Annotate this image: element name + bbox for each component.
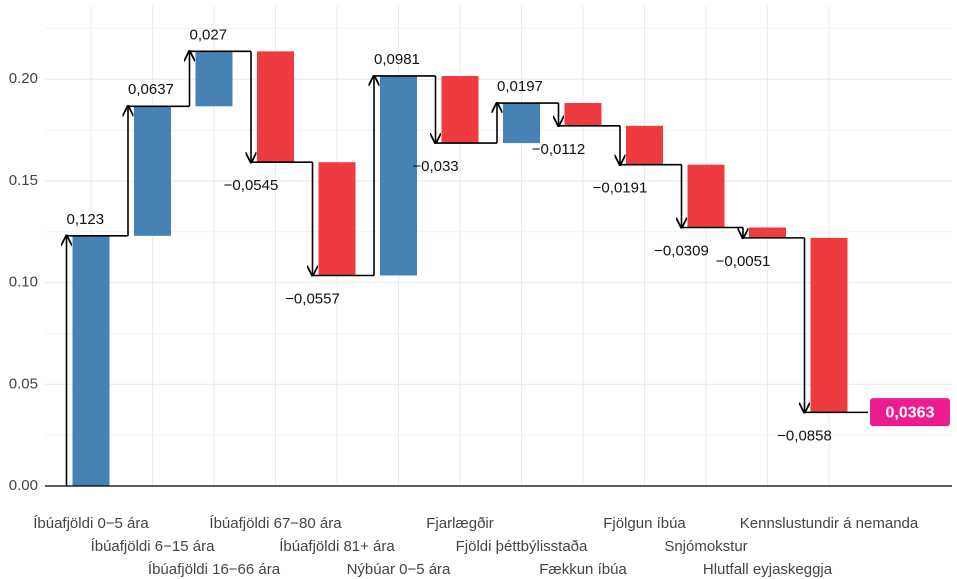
bar [626,125,663,165]
bar [195,51,233,107]
x-tick-label: Íbúafjöldi 67−80 ára [209,515,342,532]
value-label: 0,0197 [497,78,543,95]
x-tick-label: Fjöldi þéttbýlisstaða [456,538,588,555]
x-tick-label: Íbúafjöldi 6−15 ára [91,538,216,555]
y-tick-label: 0.00 [9,477,38,494]
bar [72,235,110,486]
x-tick-label: Nýbúar 0−5 ára [347,561,451,578]
x-tick-label: Fjölgun íbúa [603,515,686,532]
value-label: 0,0637 [128,81,174,98]
x-tick-label: Snjómokstur [664,538,747,555]
bar [441,75,479,144]
value-label: −0,0112 [532,141,586,158]
bar [318,162,356,276]
total-label: 0,0363 [886,404,935,421]
bar [749,227,786,238]
y-tick-label: 0.10 [9,274,38,291]
bar [134,106,171,236]
value-label: −0,0309 [654,242,709,259]
bar [503,103,540,144]
value-label: −0,0191 [593,180,648,197]
x-tick-label: Fjarlægðir [426,515,494,532]
x-tick-label: Íbúafjöldi 81+ ára [279,538,395,555]
value-label: −0,0545 [224,177,279,194]
value-label: −0,0858 [777,427,832,444]
bar [687,164,725,228]
x-tick-label: Kennslustundir á nemanda [740,515,919,532]
x-tick-label: Fækkun íbúa [539,561,627,578]
bar [564,103,602,126]
bar [380,75,417,276]
value-label: 0,0981 [374,51,420,68]
x-tick-label: Íbúafjöldi 0−5 ára [33,515,149,532]
marks: 0,123 0,0637 0,027 −0,0545 −0,0557 0,0981 −0,0… [67,26,950,486]
value-label: 0,027 [190,26,228,43]
bar [257,51,294,163]
total-badge [870,398,950,427]
value-label: −0,0557 [285,290,340,307]
value-label: −0,033 [412,158,458,175]
value-label: −0,0051 [716,253,771,270]
x-tick-label: Hlutfall eyjaskeggja [703,561,833,578]
x-tick-label: Íbúafjöldi 16−66 ára [148,561,281,578]
y-tick-label: 0.05 [9,375,38,392]
y-tick-label: 0.15 [9,172,38,189]
bar [810,237,848,413]
y-tick-label: 0.20 [9,70,38,87]
value-label: 0,123 [67,211,105,228]
